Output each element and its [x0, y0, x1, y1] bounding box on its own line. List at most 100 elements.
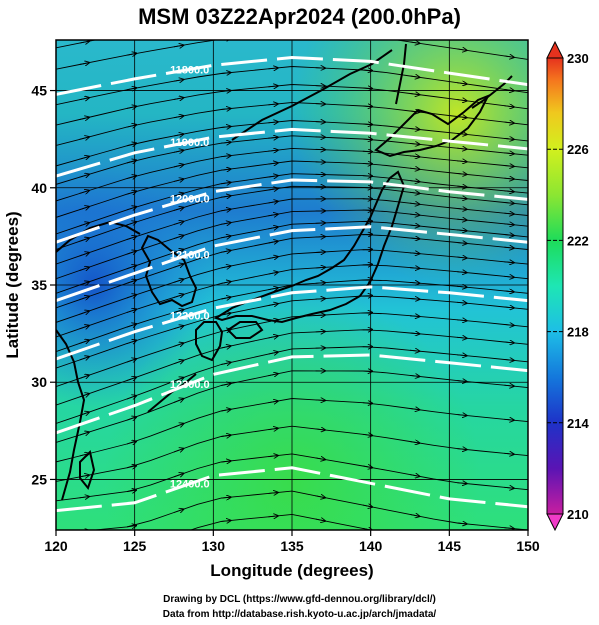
- credit-data: Data from http://database.rish.kyoto-u.a…: [162, 609, 437, 620]
- wind-arrow: [79, 207, 89, 210]
- wind-arrow: [79, 174, 89, 177]
- wind-arrow: [362, 124, 372, 125]
- wind-arrow: [173, 249, 183, 252]
- wind-arrow: [457, 161, 466, 162]
- wind-arrow: [79, 375, 89, 378]
- wind-arrow: [79, 117, 89, 119]
- colorbar-ticks: 210 214 218 222 226 230: [547, 51, 589, 522]
- wind-arrow: [173, 310, 183, 313]
- x-tick-label: 140: [359, 538, 383, 554]
- wind-arrow: [173, 326, 183, 329]
- wind-arrow: [126, 191, 136, 194]
- coastline-sakhalin: [395, 43, 407, 105]
- wind-arrow: [409, 375, 419, 376]
- credit-drawing: Drawing by DCL (https://www.gfd-dennou.o…: [163, 594, 436, 605]
- wind-arrow: [221, 435, 230, 436]
- wind-arrow: [173, 264, 183, 267]
- colorbar-tick-label: 226: [567, 142, 589, 157]
- wind-arrow: [221, 313, 230, 315]
- wind-arrow: [409, 238, 419, 239]
- wind-arrow: [126, 526, 136, 527]
- wind-arrow: [268, 137, 277, 138]
- wind-arrow: [221, 497, 230, 498]
- wind-arrow: [79, 432, 89, 435]
- wind-arrow: [221, 236, 230, 238]
- wind-arrow: [504, 191, 513, 192]
- contour-label: 12000.0: [170, 194, 210, 206]
- wind-arrow: [268, 516, 277, 517]
- streamline: [189, 513, 374, 530]
- wind-arrow: [173, 165, 183, 167]
- contour-line: [56, 178, 528, 244]
- wind-arrow: [80, 531, 89, 532]
- wind-arrow: [457, 133, 466, 134]
- wind-arrow: [173, 235, 183, 238]
- wind-arrow: [409, 93, 419, 94]
- wind-arrow: [221, 223, 230, 225]
- wind-arrow: [173, 279, 183, 282]
- x-tick-label: 120: [44, 538, 68, 554]
- contour-line: [56, 353, 528, 435]
- wind-arrow: [457, 198, 466, 199]
- wind-arrow: [126, 295, 136, 298]
- colorbar: 210 214 218 222 226 230: [546, 40, 589, 532]
- wind-arrow: [504, 178, 513, 179]
- wind-arrow: [221, 409, 230, 411]
- colorbar-tick-label: 210: [567, 507, 589, 522]
- contour-label: 11800.0: [170, 64, 209, 76]
- wind-arrow: [173, 80, 183, 82]
- wind-arrow: [126, 125, 136, 127]
- wind-arrow: [504, 324, 513, 325]
- wind-arrow: [268, 352, 277, 354]
- wind-arrow: [173, 399, 183, 403]
- wind-arrow: [457, 49, 466, 50]
- y-tick-label: 45: [31, 83, 47, 99]
- wind-arrow: [126, 466, 136, 468]
- wind-arrow: [504, 419, 513, 420]
- wind-arrow: [126, 309, 136, 312]
- wind-arrow: [126, 222, 136, 225]
- wind-arrow: [173, 294, 183, 297]
- wind-arrow: [504, 224, 513, 225]
- wind-arrow: [79, 190, 89, 193]
- wind-arrow: [126, 441, 136, 444]
- y-axis-label: Latitude (degrees): [3, 211, 22, 358]
- wind-arrow: [409, 350, 419, 351]
- wind-arrow: [268, 104, 277, 105]
- wind-arrow: [409, 156, 419, 157]
- wind-arrow: [457, 100, 466, 101]
- wind-arrow: [457, 186, 466, 187]
- wind-arrow: [126, 396, 136, 399]
- wind-arrow: [362, 505, 372, 507]
- wind-arrow: [504, 213, 513, 214]
- wind-arrow: [457, 219, 466, 220]
- wind-arrow: [126, 176, 136, 179]
- x-tick-label: 135: [280, 538, 304, 554]
- wind-arrow: [221, 266, 230, 268]
- contour-label: 12100.0: [170, 249, 210, 261]
- wind-arrow: [126, 266, 136, 269]
- wind-arrow: [79, 98, 89, 100]
- colorbar-tick-label: 222: [567, 233, 589, 248]
- wind-arrow: [80, 554, 89, 555]
- height-contours: 11800.0 11900.0 12000.0 12100.0 12200.0 12300…: [56, 55, 528, 513]
- wind-arrow: [504, 551, 513, 552]
- coastline-russia: [231, 49, 393, 141]
- wind-arrow: [315, 283, 325, 284]
- wind-arrow: [221, 362, 230, 364]
- wind-arrow: [504, 453, 513, 454]
- wind-arrow: [268, 176, 277, 177]
- wind-arrow: [315, 400, 325, 401]
- wind-arrow: [409, 128, 419, 129]
- wind-arrow: [268, 150, 277, 151]
- wind-arrow: [173, 179, 183, 181]
- wind-arrow: [221, 346, 230, 348]
- wind-arrow: [457, 243, 466, 244]
- wind-arrow: [221, 156, 230, 157]
- wind-arrow: [126, 377, 136, 380]
- wind-arrow: [79, 326, 89, 329]
- wind-arrow: [268, 288, 277, 290]
- wind-arrow: [221, 38, 230, 39]
- coastline-kyushu: [195, 321, 224, 362]
